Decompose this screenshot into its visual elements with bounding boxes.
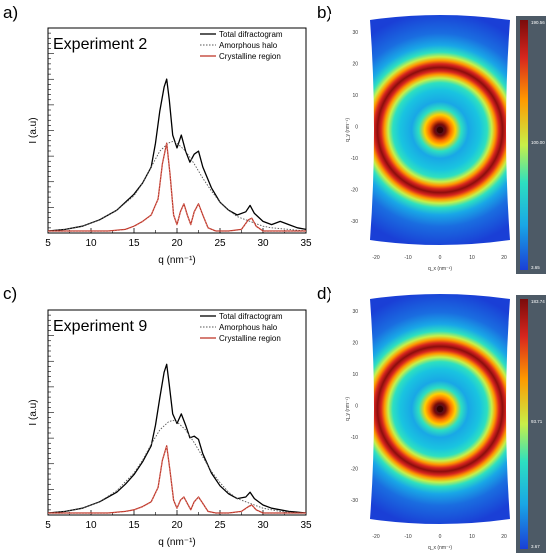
y-tick-label: -30 [351, 219, 358, 225]
y-tick-label: -20 [351, 467, 358, 473]
y-axis-label: q_y (nm⁻¹) [345, 397, 351, 421]
x-tick-label: 35 [300, 238, 312, 249]
y-tick-label: 10 [352, 372, 358, 378]
x-axis-label: q (nm⁻¹) [158, 537, 196, 548]
crystalline-point-markers [48, 143, 306, 232]
y-tick-label: -10 [351, 156, 358, 162]
diffractogram-chart-experiment-2: 5 10 15 20 25 30 35 q (nm⁻¹) I (a.u) Experiment 2… [28, 27, 312, 266]
series-line-crystalline-region [48, 142, 306, 232]
chart-title: Experiment 9 [53, 318, 147, 335]
y-axis-label: I (a.u) [28, 117, 39, 143]
panel-label-a: a) [3, 3, 19, 22]
colorbar [520, 20, 528, 270]
x-tick-label: -10 [404, 255, 411, 261]
series-line-amorphous-halo [47, 419, 307, 514]
x-tick-label: 10 [469, 534, 475, 540]
series-line-amorphous-halo [47, 141, 307, 232]
y-tick-label: 30 [352, 309, 358, 315]
y-tick-label: 20 [352, 62, 358, 68]
panel-label-c: c) [3, 284, 18, 303]
legend-entry: Amorphous halo [219, 323, 278, 332]
x-tick-label: -20 [372, 255, 379, 261]
x-tick-label: 30 [257, 238, 269, 249]
y-tick-label: 10 [352, 93, 358, 99]
series-line-crystalline-region [48, 445, 306, 514]
y-axis-label: I (a.u) [28, 399, 39, 425]
x-tick-label: -10 [404, 534, 411, 540]
panel-label-d: d) [317, 284, 333, 303]
x-tick-label: 5 [45, 520, 51, 531]
x-axis-label: q (nm⁻¹) [158, 255, 196, 266]
x-tick-label: -20 [372, 534, 379, 540]
x-tick-label: 25 [214, 520, 226, 531]
x-tick-label: 10 [85, 520, 97, 531]
x-tick-label: 5 [45, 238, 51, 249]
legend-entry: Crystalline region [219, 52, 281, 61]
chart-title: Experiment 2 [53, 36, 147, 53]
x-tick-label: 15 [128, 520, 140, 531]
x-tick-label: 20 [501, 255, 507, 261]
x-tick-label: 20 [171, 238, 183, 249]
x-tick-label: 0 [439, 534, 442, 540]
y-tick-label: -20 [351, 188, 358, 194]
x-axis-label: q_x (nm⁻¹) [428, 545, 452, 551]
legend-entry: Amorphous halo [219, 41, 278, 50]
x-tick-label: 20 [171, 520, 183, 531]
colorbar [520, 299, 528, 549]
colorbar-mid-label: 93.71 [531, 419, 543, 424]
x-tick-label: 35 [300, 520, 312, 531]
panel-label-b: b) [317, 3, 333, 22]
x-tick-label: 25 [214, 238, 226, 249]
colorbar-max-label: 183.74 [531, 299, 545, 304]
series-line-total-difractogram [47, 363, 307, 514]
diffraction-pattern-heatmap-b: 30 20 10 0 -10 -20 -30 q_y (nm⁻¹) -20 -10 0 10 20 q_x… [330, 14, 546, 276]
legend-entry: Crystalline region [219, 334, 281, 343]
colorbar-min-label: 3.65 [531, 265, 540, 270]
x-tick-label: 30 [257, 520, 269, 531]
colorbar-min-label: 3.67 [531, 544, 540, 549]
x-tick-label: 0 [439, 255, 442, 261]
x-tick-label: 20 [501, 534, 507, 540]
y-tick-label: 30 [352, 30, 358, 36]
y-axis-label: q_y (nm⁻¹) [345, 118, 351, 142]
x-tick-label: 15 [128, 238, 140, 249]
y-tick-label: -10 [351, 435, 358, 441]
crystalline-point-markers [48, 446, 306, 514]
colorbar-mid-label: 100.00 [531, 140, 545, 145]
colorbar-max-label: 190.56 [531, 20, 545, 25]
diffractogram-chart-experiment-9: 5 10 15 20 25 30 35 q (nm⁻¹) I (a.u) Experiment 9… [28, 309, 312, 548]
diffraction-pattern-heatmap-d: 30 20 10 0 -10 -20 -30 q_y (nm⁻¹) -20 -10 0 10 20 q_x… [330, 293, 546, 555]
beam-center [436, 126, 444, 134]
x-tick-label: 10 [469, 255, 475, 261]
legend-entry: Total difractogram [219, 312, 283, 321]
series-line-total-difractogram [47, 78, 307, 232]
x-axis-label: q_x (nm⁻¹) [428, 266, 452, 272]
legend-entry: Total difractogram [219, 30, 283, 39]
beam-center [436, 405, 444, 413]
x-tick-label: 10 [85, 238, 97, 249]
y-tick-label: 0 [355, 125, 358, 131]
y-tick-label: -30 [351, 498, 358, 504]
y-tick-label: 0 [355, 404, 358, 410]
y-tick-label: 20 [352, 341, 358, 347]
